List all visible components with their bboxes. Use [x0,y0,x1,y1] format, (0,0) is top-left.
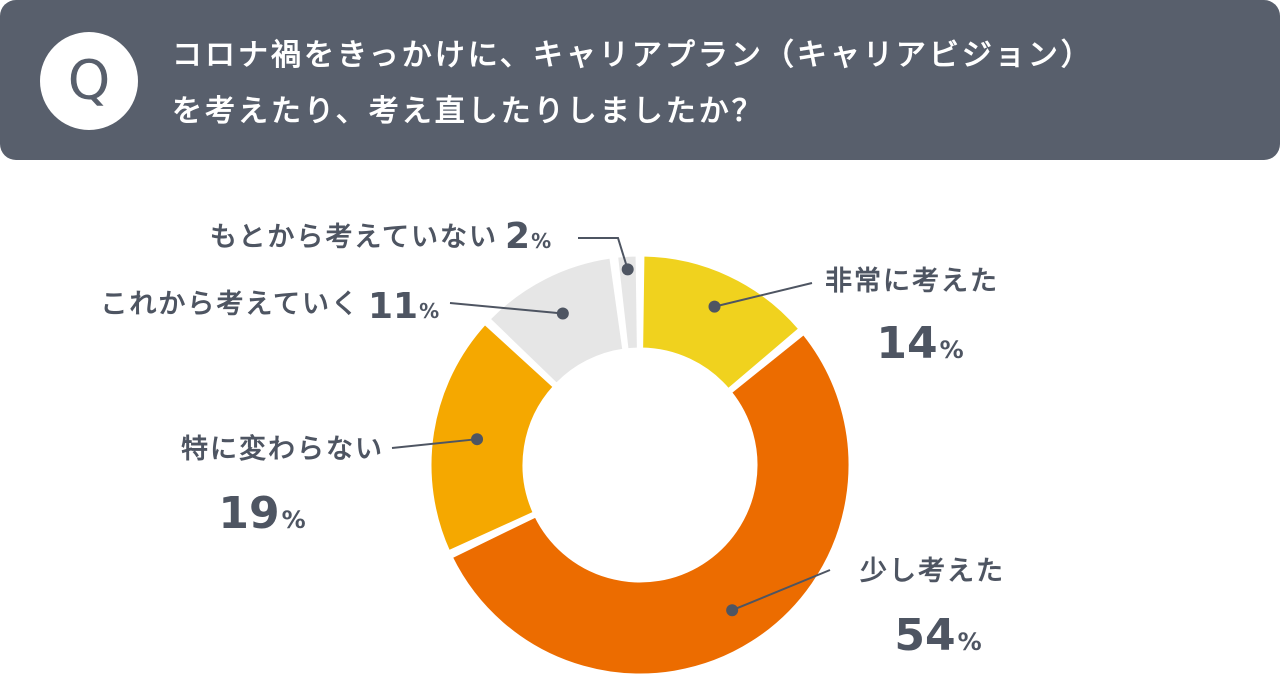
category-label-2: 特に変わらない [181,433,384,465]
category-label-1: 少し考えた [860,556,1005,587]
leader-dot-1 [726,604,739,617]
value-label-0: 14% [876,318,963,369]
category-label-4: もとから考えていない [210,222,498,253]
q-badge-letter: Q [67,49,111,112]
slice-1 [449,331,852,676]
leader-dot-4 [621,263,634,276]
category-label-0: 非常に考えた [825,266,999,297]
value-label-3: 11% [368,286,439,327]
leader-dot-3 [556,307,569,320]
leader-line-1 [731,569,831,612]
value-label-1: 54% [894,610,981,661]
slice-2 [428,321,557,554]
question-text: コロナ禍をきっかけに、キャリアプラン（キャリアビジョン） を考えたり、考え直した… [172,28,1262,140]
slice-0 [640,253,803,392]
question-banner: Q コロナ禍をきっかけに、キャリアプラン（キャリアビジョン） を考えたり、考え直… [0,0,1280,160]
slice-3 [486,255,626,387]
leader-line-3 [449,302,563,315]
leader-line-2 [391,438,478,449]
q-badge: Q [40,32,138,130]
value-label-4: 2% [505,216,551,257]
leader-line-0 [714,282,813,308]
category-label-3: これから考えていく [100,289,360,320]
question-line-2: を考えたり、考え直したりしましたか？ [172,94,765,129]
question-line-1: コロナ禍をきっかけに、キャリアプラン（キャリアビジョン） [172,38,1094,73]
leader-dot-2 [471,433,484,446]
value-label-2: 19% [218,488,305,539]
leader-line-4 [578,237,629,270]
leader-dot-0 [708,300,721,313]
